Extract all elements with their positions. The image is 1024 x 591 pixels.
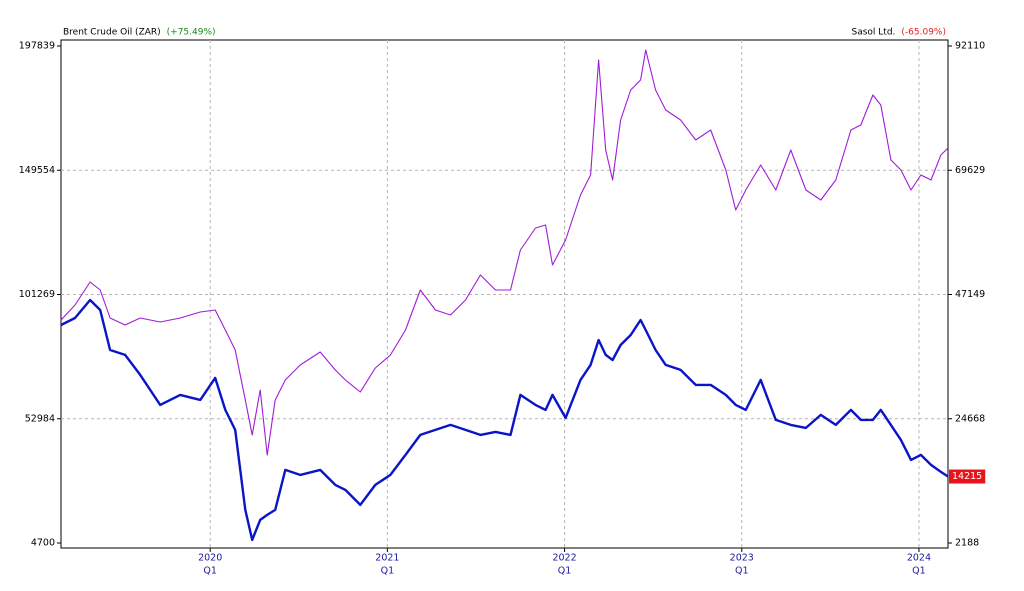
last-value-box [949, 469, 986, 484]
legend-name: Sasol Ltd. [852, 28, 896, 38]
y-tick-label: 149554 [19, 165, 55, 176]
y2-tick-label: 47149 [955, 289, 985, 300]
y2-tick-label: 69629 [955, 165, 985, 176]
legend-change: (+75.49%) [167, 28, 216, 38]
x-tick-sublabel: Q1 [203, 566, 217, 577]
series-line [60, 298, 949, 542]
x-tick-label: 2020 [198, 553, 222, 564]
x-tick-sublabel: Q1 [912, 566, 926, 577]
x-tick-label: 2023 [730, 553, 754, 564]
x-tick-sublabel: Q1 [381, 566, 395, 577]
legend-change: (-65.09%) [901, 28, 946, 38]
y-tick-label: 4700 [31, 538, 55, 549]
plot-frame [60, 39, 949, 549]
last-value-label: 14215 [952, 471, 982, 482]
y2-tick-label: 24668 [955, 413, 985, 424]
x-tick-label: 2024 [907, 553, 931, 564]
x-tick-label: 2022 [552, 553, 576, 564]
x-tick-sublabel: Q1 [558, 566, 572, 577]
x-tick-label: 2021 [375, 553, 399, 564]
y-tick-label: 197839 [19, 41, 55, 52]
x-tick-sublabel: Q1 [735, 566, 749, 577]
y-tick-label: 52984 [25, 413, 55, 424]
y2-tick-label: 2188 [955, 538, 979, 549]
y-tick-label: 101269 [19, 289, 55, 300]
series-line [60, 49, 949, 456]
legend-name: Brent Crude Oil (ZAR) [63, 28, 161, 38]
y2-tick-label: 92110 [955, 41, 985, 52]
